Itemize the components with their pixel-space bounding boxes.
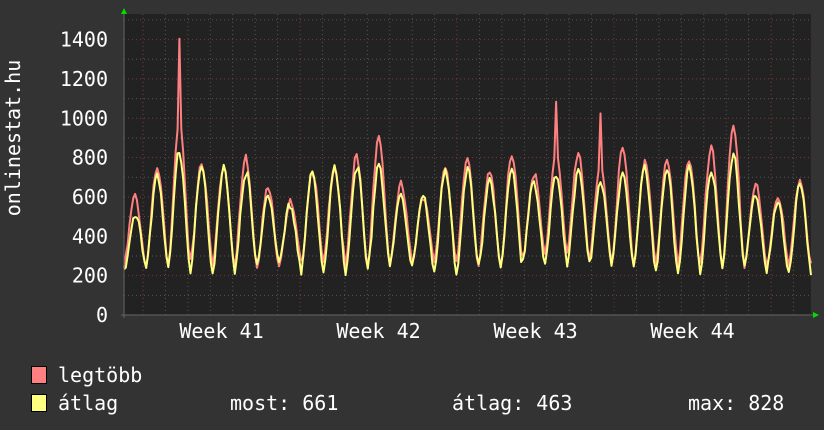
x-tick-label: Week 43 [493, 319, 577, 343]
plot-area [124, 14, 811, 315]
legend-swatch-legtobb [31, 366, 47, 384]
stat-current: most: 661 [230, 391, 339, 415]
stat-average: átlag: 463 [452, 391, 573, 415]
y-tick-label: 0 [96, 303, 108, 327]
y-axis-arrow-icon [121, 8, 127, 14]
x-axis: Week 41 Week 42 Week 43 Week 44 [179, 319, 734, 343]
legend-label-legtobb: legtöbb [58, 363, 143, 387]
y-tick-label: 1200 [60, 67, 108, 91]
x-axis-arrow-icon [813, 312, 819, 318]
legend-swatch-atlag [31, 394, 47, 412]
y-tick-label: 1400 [60, 28, 108, 52]
legend-label-atlag: átlag [58, 391, 119, 415]
y-tick-label: 200 [72, 264, 108, 288]
x-tick-label: Week 44 [650, 319, 734, 343]
y-tick-label: 800 [72, 146, 108, 170]
y-axis-label: onlinestat.hu [1, 60, 25, 217]
y-axis: 0 200 400 600 800 1000 1200 1400 [60, 28, 108, 327]
x-tick-label: Week 42 [336, 319, 420, 343]
y-tick-label: 1000 [60, 106, 108, 130]
y-tick-label: 400 [72, 224, 108, 248]
y-tick-label: 600 [72, 185, 108, 209]
series-lines [123, 37, 812, 277]
x-tick-label: Week 41 [179, 319, 263, 343]
series-line-atlag [123, 152, 812, 277]
stat-max: max: 828 [688, 391, 785, 415]
